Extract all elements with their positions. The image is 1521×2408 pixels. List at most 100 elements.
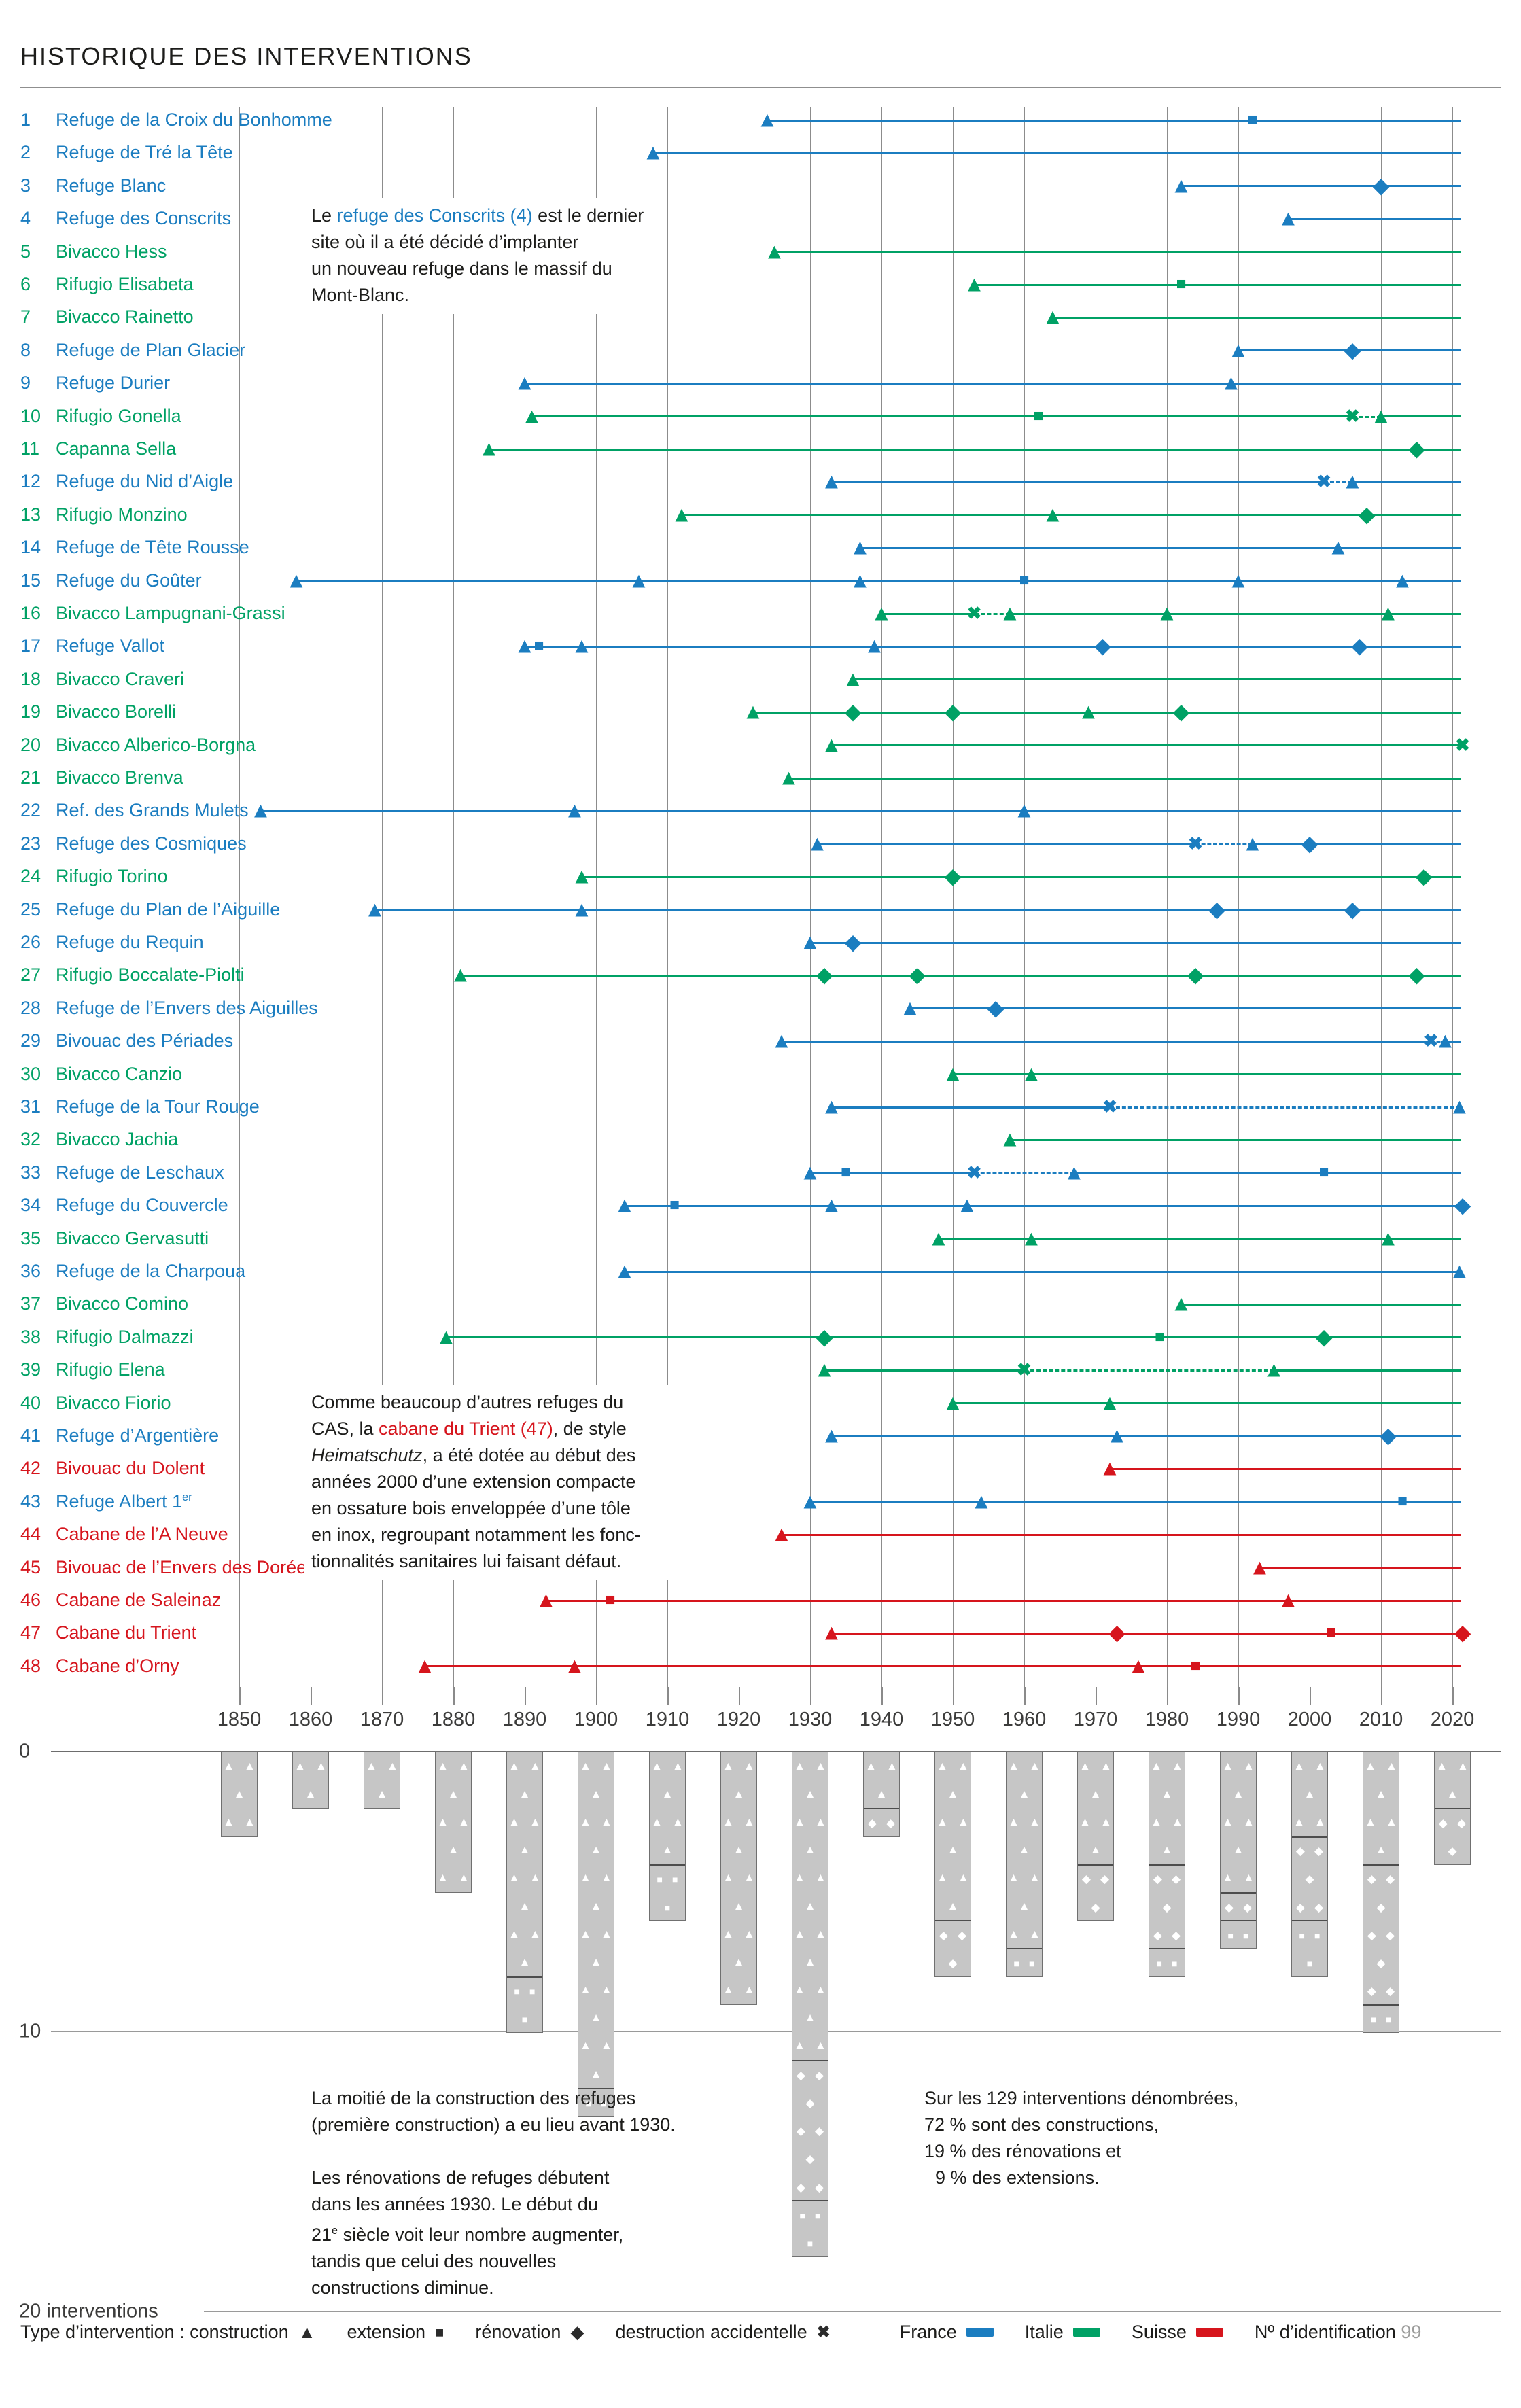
refuge-label: 9 Refuge Durier — [20, 372, 170, 394]
bar-segment-construction: ▲ ▲ ▲ ▲ ▲ ▲ ▲ ▲ ▲ ▲ ▲ ▲ ▲ ▲ ▲ ▲ ▲ ▲ — [578, 1752, 614, 2088]
bar-glyph: ▲ — [590, 2011, 602, 2025]
bar-glyph-row: ▲ ▲ — [1292, 1808, 1327, 1836]
decade-bar: ▲ ▲ ▲ ▲ ▲ ▲ ▲ ▲ ▲ ◆ ◆ ◆ — [934, 1751, 971, 1977]
bar-glyph: ▲ — [1008, 1871, 1019, 1885]
refuge-name: Refuge du Goûter — [56, 570, 202, 591]
bar-glyph-row: ▲ — [578, 1892, 614, 1920]
note-text-span: constructions diminue. — [311, 2278, 494, 2298]
bar-glyph: ■ — [521, 2014, 528, 2025]
axis-tick — [739, 1687, 740, 1705]
construction-triangle-marker: ▲ — [849, 568, 871, 593]
bar-glyph: ▲ — [458, 1815, 470, 1828]
timeline-segment — [1445, 1040, 1461, 1043]
decade-bar: ▲ ▲ ▲ ▲ ▲ ▲ ▲ ▲ ▲ ▲ ▲ ▲ ▲ ▲ — [720, 1751, 757, 2005]
bar-segment-extension: ■ ■ ■ — [507, 1976, 542, 2032]
note-text-span: Heimatschutz — [311, 1445, 423, 1465]
bar-glyph-row: ▲ — [507, 1892, 542, 1920]
construction-triangle-marker: ▲ — [763, 239, 786, 264]
extension-square-marker: ■ — [1154, 1327, 1166, 1346]
renovation-diamond-marker: ◆ — [1187, 962, 1204, 988]
renovation-diamond-marker: ◆ — [844, 699, 862, 724]
bar-glyph-row: ◆ ◆ — [792, 2118, 828, 2146]
bar-segment-rénovation: ◆ ◆ — [864, 1808, 899, 1836]
refuge-name: Rifugio Gonella — [56, 405, 181, 426]
bar-segment-construction: ▲ ▲ ▲ ▲ ▲ ▲ ▲ ▲ — [436, 1752, 471, 1892]
bar-glyph: ▲ — [733, 1899, 745, 1913]
refuge-label: 16 Bivacco Lampugnani-Grassi — [20, 603, 285, 624]
construction-triangle-marker: ▲ — [863, 633, 886, 659]
bar-glyph-row: ▲ — [792, 2004, 828, 2032]
refuge-name: Cabane de Saleinaz — [56, 1590, 222, 1610]
construction-triangle-marker: ▲ — [1170, 1291, 1192, 1316]
note-text-span: (première construction) a eu lieu avant … — [311, 2114, 676, 2135]
bar-glyph: ▲ — [590, 1955, 602, 1968]
destruction-x-marker: ✖ — [1017, 1359, 1032, 1380]
refuge-id: 30 — [20, 1063, 41, 1084]
bar-glyph: ◆ — [1153, 1928, 1162, 1942]
construction-triangle-marker: ▲ — [963, 271, 985, 296]
bar-glyph: ▲ — [1243, 1815, 1255, 1828]
refuge-label: 3 Refuge Blanc — [20, 175, 166, 196]
bar-glyph: ◆ — [796, 2180, 805, 2194]
construction-triangle-marker: ▲ — [814, 1357, 835, 1382]
bar-glyph: ◆ — [796, 2125, 805, 2138]
bar-glyph-row: ▲ — [578, 2060, 614, 2088]
bar-glyph-row: ▲ — [578, 1948, 614, 1976]
bar-glyph-row: ▲ ▲ — [1221, 1752, 1256, 1780]
bar-glyph: ▲ — [1232, 1843, 1244, 1857]
bar-glyph-row: ▲ ▲ — [578, 1976, 614, 2004]
refuge-name: Ref. des Grands Mulets — [56, 800, 249, 821]
refuge-id: 45 — [20, 1556, 41, 1577]
bar-glyph-row: ▲ ▲ — [935, 1808, 971, 1836]
extension-square-marker: ■ — [669, 1195, 680, 1215]
timeline-segment — [260, 809, 1461, 812]
refuge-label: 28 Refuge de l’Envers des Aiguilles — [20, 998, 318, 1019]
refuge-label: 37 Bivacco Comino — [20, 1293, 188, 1314]
axis-tick-label: 1950 — [930, 1709, 975, 1730]
timeline-segment — [446, 1336, 1461, 1339]
timeline-segment — [525, 645, 1461, 648]
bar-glyph: ▲ — [580, 1759, 591, 1773]
bar-glyph: ▲ — [672, 1815, 684, 1828]
legend-id-label: Nº d’identification — [1254, 2322, 1396, 2342]
bar-glyph: ▲ — [744, 1871, 755, 1885]
timeline-segment — [682, 514, 1461, 517]
bar-glyph: ▲ — [1018, 1787, 1030, 1800]
note-text-span: Les rénovations de refuges débutent — [311, 2167, 610, 2188]
timeline-segment — [953, 1402, 1461, 1405]
bar-glyph-row: ◆ — [1149, 1894, 1185, 1921]
axis-tick — [881, 1687, 883, 1705]
axis-tick-label: 1850 — [217, 1709, 262, 1730]
bar-glyph: ▲ — [519, 1899, 531, 1913]
bar-glyph-row: ▲ ▲ — [507, 1920, 542, 1948]
bar-glyph-row: ◆ — [792, 2089, 828, 2117]
construction-triangle-marker: ▲ — [514, 633, 536, 659]
refuge-label: 4 Refuge des Conscrits — [20, 208, 231, 229]
bar-glyph-row: ▲ — [935, 1836, 971, 1864]
note-text-span: refuge des Conscrits (4) — [336, 205, 533, 226]
bar-glyph-row: ▲ ▲ — [1149, 1808, 1185, 1836]
bar-glyph-row: ▲ — [1221, 1836, 1256, 1864]
bar-glyph-row: ▲ ▲ — [507, 1808, 542, 1836]
bar-glyph: ◆ — [948, 1956, 958, 1970]
decade-bar: ▲ ▲ ▲ ▲ ▲ ◆ ◆ ◆ ◆ ◆ ■ ■ ■ — [1291, 1751, 1328, 1977]
bar-glyph: ▲ — [601, 1871, 612, 1885]
count-axis-label: 0 — [19, 1740, 40, 1763]
construction-triangle-marker: ▲ — [928, 1225, 949, 1251]
timeline-segment — [788, 777, 1461, 780]
timeline-segment — [817, 843, 1195, 845]
bar-glyph-row: ◆ — [1078, 1894, 1113, 1920]
bar-glyph-row: ■ — [650, 1894, 685, 1920]
bar-glyph-row: ▲ ▲ — [507, 1752, 542, 1780]
bar-glyph-row: ▲ ▲ — [578, 1920, 614, 1948]
bar-glyph: ■ — [1243, 1930, 1249, 1941]
refuge-id: 37 — [20, 1293, 41, 1314]
bar-glyph: ▲ — [722, 1759, 734, 1773]
refuge-label: 11 Capanna Sella — [20, 438, 176, 459]
timeline-segment — [831, 1632, 1461, 1635]
bar-glyph: ▲ — [794, 1871, 805, 1885]
bar-glyph: ▲ — [590, 1899, 602, 1913]
refuge-name: Bivacco Comino — [56, 1293, 189, 1314]
timeline-segment — [1259, 1567, 1461, 1569]
bar-glyph: ▲ — [815, 1871, 826, 1885]
